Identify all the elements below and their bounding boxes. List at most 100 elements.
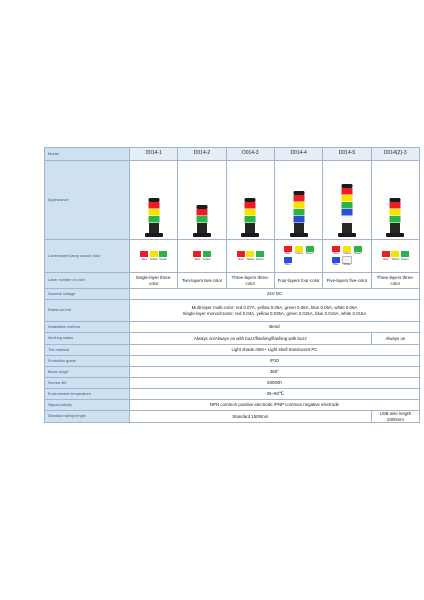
swatch-label: Red [383, 256, 389, 261]
layer-cell: Three-layers three-color [370, 272, 421, 289]
lamp-tier-yellow [148, 209, 160, 216]
swatch-label: Yellow [246, 256, 255, 261]
row-label: Installation method [44, 321, 130, 333]
swatch-item: Yellow [149, 251, 158, 261]
color-swatch [391, 251, 400, 258]
spec-value: IP20 [129, 355, 420, 367]
lamp-base [241, 233, 260, 237]
row-label: Standard wiring length [44, 410, 130, 423]
lamp-cap [196, 205, 208, 209]
spec-row: Service life 50000h [44, 377, 420, 389]
swatch-item: Green [255, 251, 264, 261]
tower-light-picture [324, 162, 369, 239]
row-label: Environment temperature [44, 388, 130, 400]
swatch-item: Red [381, 251, 390, 261]
layer-row: Laser number of color Single-layer three… [44, 272, 421, 289]
row-label: Laser number of color [44, 272, 130, 289]
swatch-label: Yellow [391, 256, 400, 261]
tower-light-icon [192, 205, 211, 237]
spec-value: 360° [129, 366, 420, 378]
swatch-label: White [343, 262, 351, 266]
layer-cell: Five-layers five-color [322, 272, 372, 289]
lamp-tier-red [244, 202, 256, 209]
lamp-tier-red [341, 188, 353, 195]
lamp-base [386, 233, 405, 237]
tower-light-picture [131, 162, 176, 239]
lamp-tier-yellow [389, 209, 401, 216]
lamp-tier-red [196, 209, 208, 216]
row-label: Rated current [44, 299, 130, 322]
lamp-cap [148, 198, 160, 202]
swatch-label: Green [305, 251, 314, 256]
spec-value: Bend [129, 321, 420, 333]
lamp-stem [341, 223, 352, 233]
swatch-item: Green [353, 245, 363, 256]
color-swatch [283, 245, 292, 252]
model-cell: D014-1 [128, 147, 179, 161]
swatch-cell: Red Green [177, 239, 227, 273]
swatch-item: Green [400, 251, 409, 261]
color-swatch [193, 251, 202, 258]
spec-row: Nominal voltage 24V DC [44, 288, 420, 300]
swatch-label: Green [255, 256, 264, 261]
row-label: Beam Angle [44, 366, 130, 378]
swatch-item: Blue [331, 256, 341, 267]
lamp-tier-yellow [341, 195, 353, 202]
row-label: Nominal voltage [44, 288, 130, 300]
spec-value: 24V DC [129, 288, 420, 300]
spec-row: Installation method Bend [44, 321, 420, 333]
swatch-label: Blue [284, 262, 291, 266]
lamp-tier-red [389, 202, 401, 209]
lamp-tier-blue [293, 216, 305, 223]
swatch-label: Yellow [149, 256, 158, 261]
row-label: Working status [44, 332, 130, 345]
lamp-tier-green [389, 216, 401, 223]
color-swatch [140, 251, 149, 258]
swatch-item: Green [159, 251, 168, 261]
swatch-label: Green [202, 256, 211, 261]
spec-row: Rated current Multi-layer multi-color: r… [44, 299, 420, 322]
row-label: Signal polarity [44, 399, 130, 411]
lamp-cap [341, 184, 353, 188]
lamp-base [289, 233, 308, 237]
color-swatch [331, 245, 340, 252]
lamp-stem [196, 223, 207, 233]
model-cell: D014-3 [225, 147, 275, 161]
swatch-label: Red [238, 256, 244, 261]
color-swatch [294, 245, 303, 252]
lamp-stem [245, 223, 256, 233]
swatch-label: Green [400, 256, 409, 261]
swatch-item: Red [331, 245, 341, 256]
tower-light-icon [337, 184, 356, 237]
lamp-tier-red [293, 195, 305, 202]
swatch-label: Green [159, 256, 168, 261]
spec-value: NPN common positive electrode /PNP commo… [129, 399, 420, 411]
spec-value: -25~55℃ [129, 388, 420, 400]
spec-value: Always on [370, 332, 421, 345]
spec-row: Protection grade IP20 [44, 355, 420, 367]
spec-value: Light shade ABS+ Light shell translucent… [129, 344, 420, 356]
lamp-tier-white [341, 216, 353, 223]
spec-row: Beam Angle 360° [44, 366, 420, 378]
spec-row: Signal polarity NPN common positive elec… [44, 399, 420, 411]
swatch-label: Yellow [294, 251, 303, 256]
layer-cell: Four-layers four-color [273, 272, 324, 289]
swatch-label: Red [333, 251, 339, 256]
swatch-cell: Red Yellow Green [225, 239, 275, 273]
swatch-item: Yellow [391, 251, 400, 261]
lamp-tier-green [148, 216, 160, 223]
spec-value: Standard 1500mm [129, 410, 372, 423]
color-swatch [305, 245, 314, 252]
color-swatch [381, 251, 390, 258]
color-swatch [283, 256, 292, 263]
swatch-label: Red [141, 256, 147, 261]
color-swatch [342, 245, 351, 252]
lamp-stem [148, 223, 159, 233]
spec-value: Always on/Always on with buzz/flashing/f… [129, 332, 372, 345]
color-swatch [246, 251, 255, 258]
swatch-item: Red [236, 251, 245, 261]
swatch-item: White [341, 255, 352, 267]
layer-cell: Single-layer three-color [128, 272, 179, 289]
model-cell: D014-4 [273, 147, 324, 161]
layer-cell: Three-layers three-color [225, 272, 275, 289]
